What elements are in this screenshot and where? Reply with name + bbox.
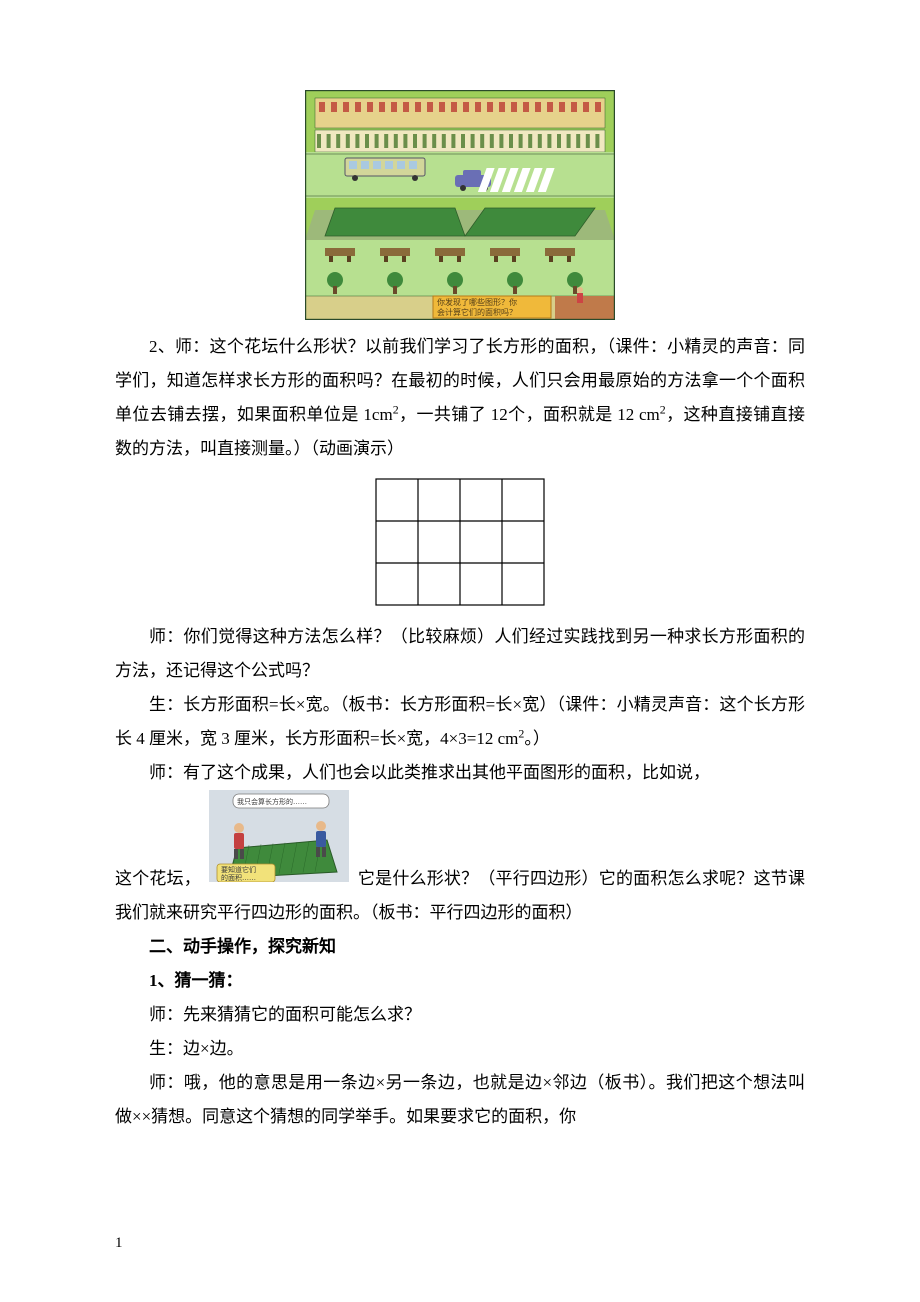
svg-text:会计算它们的面积吗？: 会计算它们的面积吗？	[437, 307, 517, 317]
paragraph-3: 师：你们觉得这种方法怎么样？（比较麻烦）人们经过实践找到另一种求长方形面积的方法…	[115, 620, 805, 688]
unit-grid	[375, 478, 545, 606]
p4-post: 。）	[524, 729, 550, 748]
p5-b: 这个花坛，	[115, 869, 201, 888]
paragraph-4: 生：长方形面积=长×宽。（板书：长方形面积=长×宽）（课件：小精灵声音：这个长方…	[115, 688, 805, 756]
scene-illustration: 你发现了哪些图形？你会计算它们的面积吗？	[305, 90, 615, 320]
unit-grid-block	[115, 478, 805, 606]
scene-illustration-block: 你发现了哪些图形？你会计算它们的面积吗？	[115, 90, 805, 320]
paragraph-7: 生：边×边。	[115, 1032, 805, 1066]
svg-text:我只会算长方形的……: 我只会算长方形的……	[237, 797, 307, 806]
svg-text:要知道它们: 要知道它们	[221, 865, 256, 874]
paragraph-5: 师：有了这个成果，人们也会以此类推求出其他平面图形的面积，比如说， 这个花坛， …	[115, 756, 805, 930]
paragraph-6: 师：先来猜猜它的面积可能怎么求？	[115, 998, 805, 1032]
p4-pre: 生：长方形面积=长×宽。（板书：长方形面积=长×宽）（课件：小精灵声音：这个长方…	[115, 695, 805, 748]
inline-illustration-wrap: 我只会算长方形的…… 要知道它们的面积……	[209, 790, 349, 894]
paragraph-8: 师：哦，他的意思是用一条边×另一条边，也就是边×邻边（板书）。我们把这个想法叫做…	[115, 1066, 805, 1134]
paragraph-2: 2、师：这个花坛什么形状？以前我们学习了长方形的面积，（课件：小精灵的声音：同学…	[115, 330, 805, 466]
subheading-1: 1、猜一猜：	[115, 964, 805, 998]
p2-mid1: ，一共铺了 12个，面积就是 12 cm	[399, 405, 660, 424]
svg-text:的面积……: 的面积……	[221, 873, 256, 882]
p5-a: 师：有了这个成果，人们也会以此类推求出其他平面图形的面积，比如说，	[149, 763, 710, 782]
section-heading-2: 二、动手操作，探究新知	[115, 930, 805, 964]
svg-text:你发现了哪些图形？你: 你发现了哪些图形？你	[437, 297, 517, 307]
page: 你发现了哪些图形？你会计算它们的面积吗？ 2、师：这个花坛什么形状？以前我们学习…	[0, 0, 920, 1302]
inline-illustration: 我只会算长方形的…… 要知道它们的面积……	[209, 790, 349, 882]
page-number: 1	[115, 1235, 123, 1252]
